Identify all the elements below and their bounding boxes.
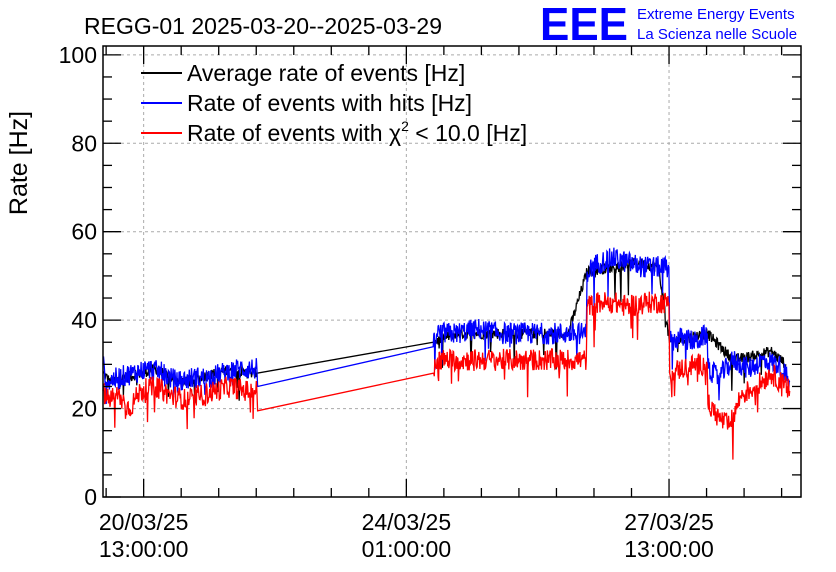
legend: Average rate of events [Hz] Rate of even…	[141, 60, 527, 146]
axes: 02040608010020/03/2513:00:0024/03/2501:0…	[59, 42, 802, 562]
x-tick-label-time: 01:00:00	[362, 536, 452, 562]
x-tick-label-date: 24/03/25	[362, 509, 452, 535]
y-tick-label: 60	[71, 219, 97, 245]
series-group	[102, 247, 791, 460]
legend-chi-symbol: χ	[389, 120, 401, 146]
y-tick-label: 80	[71, 130, 97, 156]
plot-frame	[102, 45, 802, 498]
series-line-hits	[102, 247, 791, 405]
x-tick-label-date: 20/03/25	[99, 509, 189, 535]
logo-line1: Extreme Energy Events	[637, 6, 795, 23]
legend-chi2-prefix: Rate of events with	[187, 120, 389, 146]
legend-label-chi2: Rate of events with χ2 < 10.0 [Hz]	[187, 118, 527, 146]
y-tick-label: 100	[59, 42, 97, 68]
x-tick-label-date: 27/03/25	[624, 509, 714, 535]
y-tick-label: 0	[84, 484, 97, 510]
x-tick-label-time: 13:00:00	[99, 536, 189, 562]
grid-lines	[103, 46, 801, 497]
y-tick-label: 20	[71, 396, 97, 422]
chart-title: REGG-01 2025-03-20--2025-03-29	[84, 13, 442, 39]
legend-chi-sup: 2	[401, 118, 409, 134]
legend-chi2-tail: < 10.0 [Hz]	[409, 120, 527, 146]
y-tick-label: 40	[71, 307, 97, 333]
x-tick-label-time: 13:00:00	[624, 536, 714, 562]
legend-label-hits: Rate of events with hits [Hz]	[187, 90, 472, 116]
logo-line2: La Scienza nelle Scuole	[637, 26, 797, 43]
series-line-chi2	[102, 291, 791, 460]
eee-logo-mark: EEE	[540, 0, 628, 50]
y-axis-label: Rate [Hz]	[5, 111, 33, 215]
legend-label-average: Average rate of events [Hz]	[187, 60, 465, 86]
eee-logo: EEE Extreme Energy Events La Scienza nel…	[540, 0, 797, 50]
